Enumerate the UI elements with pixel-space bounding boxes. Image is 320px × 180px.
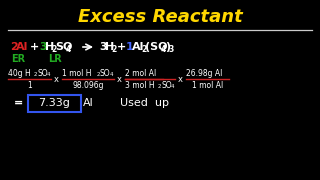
Text: 1: 1 xyxy=(126,42,134,52)
Text: 2: 2 xyxy=(34,72,37,77)
Text: 1 mol H: 1 mol H xyxy=(62,69,92,78)
Text: +: + xyxy=(117,42,126,52)
Text: x: x xyxy=(178,75,183,84)
FancyBboxPatch shape xyxy=(28,94,81,111)
Text: 3: 3 xyxy=(99,42,107,52)
Text: 98.096g: 98.096g xyxy=(72,80,104,89)
Text: 3: 3 xyxy=(169,46,174,55)
Text: 3 mol H: 3 mol H xyxy=(125,80,155,89)
Text: Al: Al xyxy=(83,98,94,108)
Text: 3: 3 xyxy=(39,42,47,52)
Text: 2: 2 xyxy=(158,84,162,89)
Text: 4: 4 xyxy=(161,46,166,55)
Text: 2: 2 xyxy=(141,46,146,55)
Text: x: x xyxy=(54,75,59,84)
Text: (SO: (SO xyxy=(145,42,167,52)
Text: H: H xyxy=(45,42,54,52)
Text: Al: Al xyxy=(132,42,144,52)
Text: 7.33g: 7.33g xyxy=(38,98,70,108)
Text: Used  up: Used up xyxy=(120,98,169,108)
Text: 26.98g Al: 26.98g Al xyxy=(186,69,222,78)
Text: x: x xyxy=(117,75,122,84)
Text: ): ) xyxy=(165,42,170,52)
Text: 2: 2 xyxy=(10,42,18,52)
Text: 2 mol Al: 2 mol Al xyxy=(125,69,156,78)
Text: 4: 4 xyxy=(66,46,71,55)
Text: Excess Reactant: Excess Reactant xyxy=(78,8,242,26)
Text: SO: SO xyxy=(100,69,111,78)
Text: Al: Al xyxy=(16,42,28,52)
Text: 4: 4 xyxy=(110,72,114,77)
Text: 40g H: 40g H xyxy=(8,69,31,78)
Text: 4: 4 xyxy=(171,84,174,89)
Text: LR: LR xyxy=(48,54,62,64)
Text: +: + xyxy=(30,42,39,52)
Text: 2: 2 xyxy=(111,46,116,55)
Text: 2: 2 xyxy=(51,46,56,55)
Text: SO: SO xyxy=(55,42,72,52)
Text: =: = xyxy=(14,98,23,108)
Text: 2: 2 xyxy=(97,72,100,77)
Text: H: H xyxy=(105,42,114,52)
Text: 1 mol Al: 1 mol Al xyxy=(192,80,223,89)
Text: SO: SO xyxy=(37,69,48,78)
Text: 1: 1 xyxy=(27,80,32,89)
Text: SO: SO xyxy=(161,80,172,89)
Text: ER: ER xyxy=(11,54,25,64)
Text: 4: 4 xyxy=(47,72,51,77)
